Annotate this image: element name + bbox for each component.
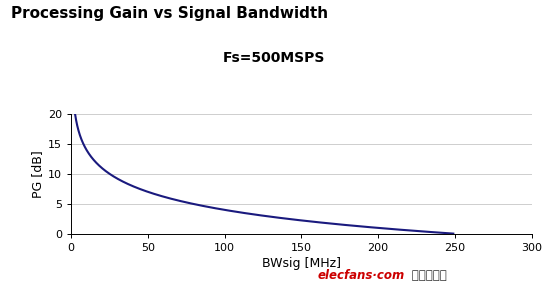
X-axis label: BWsig [MHz]: BWsig [MHz] — [262, 257, 341, 270]
Text: Fs=500MSPS: Fs=500MSPS — [223, 51, 325, 65]
Text: 电子发烧友: 电子发烧友 — [408, 269, 447, 282]
Text: Processing Gain vs Signal Bandwidth: Processing Gain vs Signal Bandwidth — [11, 6, 328, 21]
Text: elecfans·com: elecfans·com — [318, 269, 405, 282]
Y-axis label: PG [dB]: PG [dB] — [31, 150, 44, 198]
